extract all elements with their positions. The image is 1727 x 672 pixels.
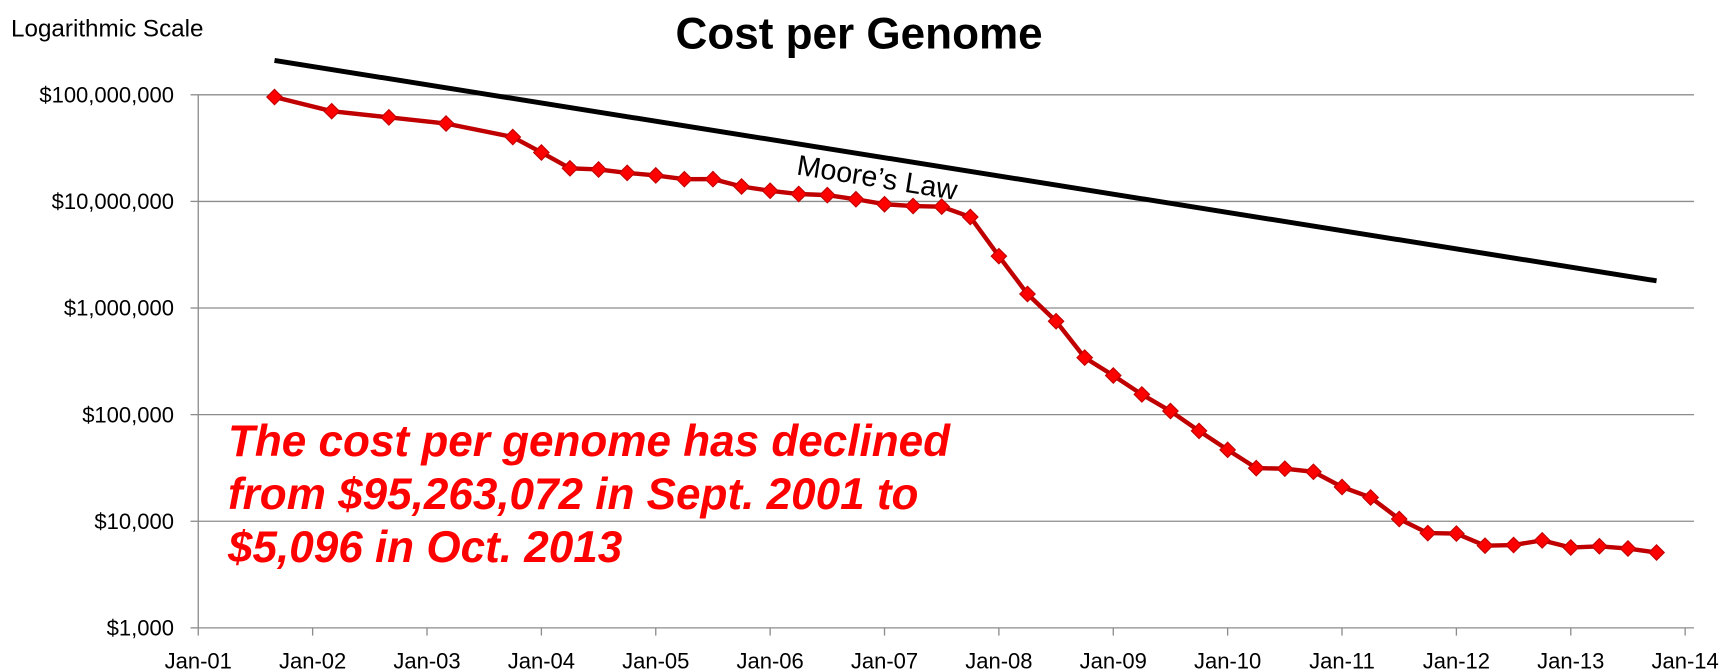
marker [266, 88, 283, 106]
x-tick-label: Jan-08 [965, 649, 1032, 672]
marker [904, 197, 922, 215]
marker [1362, 488, 1380, 506]
marker [1219, 441, 1237, 459]
marker [1190, 422, 1208, 440]
marker [561, 159, 579, 177]
marker [761, 182, 779, 200]
marker [1104, 367, 1122, 385]
marker [1419, 524, 1437, 542]
marker [1133, 385, 1151, 403]
x-tick-label: Jan-13 [1537, 649, 1604, 672]
marker [990, 247, 1008, 265]
series-line [274, 57, 1657, 284]
x-tick-label: Jan-01 [165, 649, 232, 672]
y-tick-label: $10,000 [94, 509, 174, 534]
y-tick-label: $10,000,000 [52, 189, 174, 214]
marker [876, 195, 894, 213]
marker [1076, 349, 1094, 367]
marker [1304, 463, 1322, 481]
x-tick-label: Jan-14 [1651, 649, 1718, 672]
marker [532, 143, 550, 161]
marker [590, 160, 608, 178]
x-tick-label: Jan-10 [1194, 649, 1261, 672]
x-tick-label: Jan-07 [851, 649, 918, 672]
marker [961, 208, 979, 226]
y-tick-label: $100,000,000 [39, 83, 174, 108]
marker [1562, 539, 1580, 557]
x-tick-label: Jan-05 [622, 649, 689, 672]
x-tick-label: Jan-12 [1423, 649, 1490, 672]
marker [1276, 460, 1294, 478]
marker [675, 170, 693, 188]
marker [1590, 537, 1608, 555]
x-tick-label: Jan-06 [736, 649, 803, 672]
y-tick-label: $1,000,000 [64, 296, 174, 321]
marker [818, 186, 836, 204]
marker [323, 102, 341, 120]
annotation: The cost per genome has declined [228, 417, 951, 466]
x-tick-label: Jan-11 [1309, 649, 1375, 672]
marker [704, 170, 722, 188]
marker [1648, 543, 1666, 561]
y-tick-label: $1,000 [107, 616, 174, 641]
marker [933, 198, 951, 216]
marker [1247, 459, 1265, 477]
marker [504, 128, 522, 146]
marker [1161, 402, 1179, 420]
marker [1047, 312, 1065, 330]
marker [1619, 540, 1637, 558]
x-tick-label: Jan-09 [1080, 649, 1147, 672]
x-tick-label: Jan-04 [508, 649, 575, 672]
annotation: $5,096 in Oct. 2013 [227, 523, 622, 572]
marker [1333, 478, 1351, 496]
chart-title: Cost per Genome [676, 10, 1043, 59]
marker [733, 178, 751, 195]
marker [1018, 285, 1036, 303]
marker [437, 115, 455, 133]
x-tick-label: Jan-02 [279, 649, 346, 672]
marker [1390, 510, 1408, 528]
x-tick-label: Jan-03 [393, 649, 460, 672]
marker [380, 108, 398, 126]
marker [647, 166, 665, 184]
marker [618, 164, 636, 182]
marker [847, 190, 865, 208]
marker [1447, 525, 1465, 543]
marker [1476, 537, 1494, 555]
annotation: from $95,263,072 in Sept. 2001 to [228, 470, 918, 519]
scale-note: Logarithmic Scale [11, 15, 203, 42]
marker [1533, 531, 1551, 549]
y-tick-label: $100,000 [82, 402, 174, 427]
marker [790, 185, 808, 203]
marker [1505, 536, 1523, 554]
